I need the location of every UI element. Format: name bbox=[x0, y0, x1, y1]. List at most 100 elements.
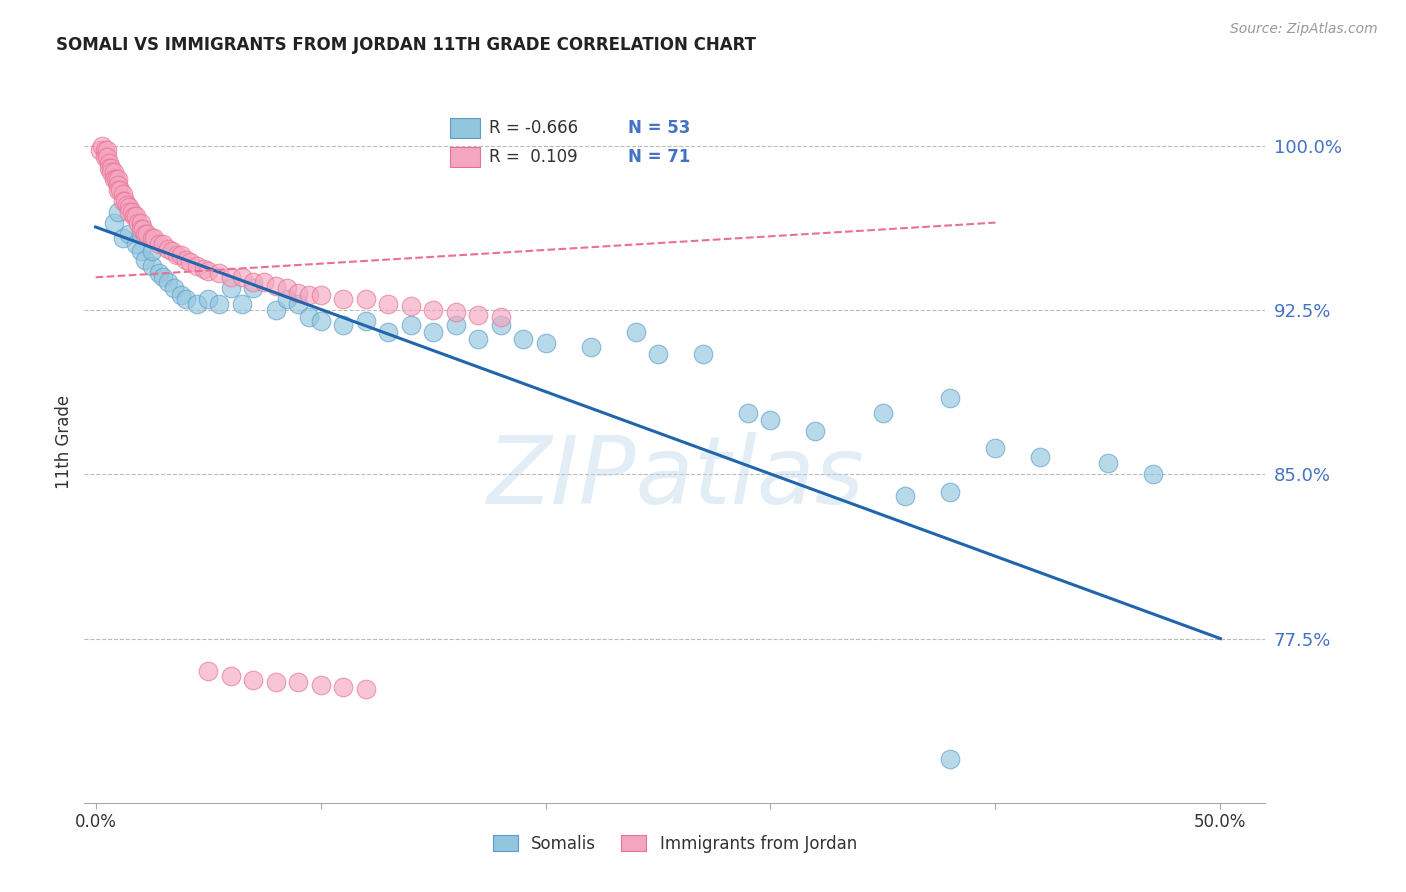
Point bbox=[309, 288, 332, 302]
Text: ZIPatlas: ZIPatlas bbox=[486, 432, 863, 524]
Point bbox=[143, 231, 166, 245]
Point bbox=[170, 288, 193, 302]
Point bbox=[231, 270, 253, 285]
Point bbox=[399, 318, 422, 333]
Point bbox=[624, 325, 647, 339]
Point bbox=[264, 675, 287, 690]
Point bbox=[298, 310, 321, 324]
Point bbox=[579, 340, 602, 354]
Point bbox=[100, 165, 122, 179]
Point bbox=[129, 222, 152, 236]
Point bbox=[444, 318, 467, 333]
Point bbox=[98, 156, 121, 170]
Point bbox=[98, 161, 121, 175]
Point bbox=[148, 237, 170, 252]
Point bbox=[692, 347, 714, 361]
Point bbox=[152, 270, 174, 285]
Point bbox=[122, 209, 145, 223]
Point bbox=[148, 266, 170, 280]
Point bbox=[219, 669, 242, 683]
Point bbox=[93, 144, 115, 158]
Point bbox=[276, 281, 298, 295]
Point bbox=[118, 204, 141, 219]
Point bbox=[242, 673, 264, 688]
Point bbox=[96, 150, 118, 164]
Point bbox=[377, 325, 399, 339]
Point bbox=[489, 318, 512, 333]
Point bbox=[89, 144, 111, 158]
Point bbox=[141, 244, 163, 258]
Point bbox=[134, 227, 156, 241]
Point bbox=[141, 231, 163, 245]
Point bbox=[129, 227, 152, 241]
Point bbox=[1097, 457, 1119, 471]
Point bbox=[894, 489, 917, 503]
Point bbox=[287, 285, 309, 300]
Point bbox=[939, 391, 962, 405]
Text: SOMALI VS IMMIGRANTS FROM JORDAN 11TH GRADE CORRELATION CHART: SOMALI VS IMMIGRANTS FROM JORDAN 11TH GR… bbox=[56, 36, 756, 54]
Point bbox=[276, 292, 298, 306]
Point bbox=[107, 178, 129, 193]
Point bbox=[354, 314, 377, 328]
Text: Source: ZipAtlas.com: Source: ZipAtlas.com bbox=[1230, 22, 1378, 37]
Point bbox=[219, 281, 242, 295]
Point bbox=[132, 222, 155, 236]
Point bbox=[1142, 467, 1164, 482]
Point bbox=[939, 752, 962, 766]
Point bbox=[118, 227, 141, 241]
Point bbox=[804, 424, 827, 438]
Point bbox=[111, 187, 134, 202]
Point bbox=[939, 484, 962, 499]
Point bbox=[737, 406, 759, 420]
Point bbox=[156, 242, 179, 256]
Point bbox=[107, 204, 129, 219]
Point bbox=[136, 227, 159, 241]
Point bbox=[422, 303, 444, 318]
Point bbox=[422, 325, 444, 339]
Point bbox=[127, 216, 149, 230]
Point bbox=[242, 281, 264, 295]
Y-axis label: 11th Grade: 11th Grade bbox=[55, 394, 73, 489]
Point bbox=[354, 681, 377, 696]
Point bbox=[264, 279, 287, 293]
Point bbox=[208, 266, 231, 280]
Point bbox=[100, 161, 122, 175]
Point bbox=[125, 237, 148, 252]
Point bbox=[287, 675, 309, 690]
Point bbox=[253, 275, 276, 289]
Point bbox=[170, 248, 193, 262]
Point bbox=[166, 248, 188, 262]
Point bbox=[129, 216, 152, 230]
Point bbox=[134, 252, 156, 267]
Point bbox=[96, 144, 118, 158]
Point bbox=[1029, 450, 1052, 464]
Point bbox=[160, 244, 183, 258]
Point bbox=[186, 296, 208, 310]
Point bbox=[193, 261, 215, 276]
Point bbox=[107, 171, 129, 186]
Point bbox=[163, 281, 186, 295]
Point bbox=[156, 275, 179, 289]
Point bbox=[141, 260, 163, 274]
Point bbox=[103, 171, 125, 186]
Point bbox=[197, 665, 219, 679]
Point bbox=[186, 260, 208, 274]
Point bbox=[984, 441, 1007, 455]
Point bbox=[91, 139, 114, 153]
Point bbox=[489, 310, 512, 324]
Point bbox=[114, 194, 136, 208]
Point bbox=[298, 288, 321, 302]
Point bbox=[93, 150, 115, 164]
Point bbox=[444, 305, 467, 319]
Point bbox=[110, 183, 132, 197]
Point bbox=[121, 204, 143, 219]
Point bbox=[152, 237, 174, 252]
Legend: Somalis, Immigrants from Jordan: Somalis, Immigrants from Jordan bbox=[486, 828, 863, 860]
Point bbox=[129, 244, 152, 258]
Point bbox=[107, 183, 129, 197]
Point bbox=[332, 318, 354, 333]
Point bbox=[377, 296, 399, 310]
Point bbox=[104, 171, 127, 186]
Point bbox=[759, 412, 782, 426]
Point bbox=[118, 200, 141, 214]
